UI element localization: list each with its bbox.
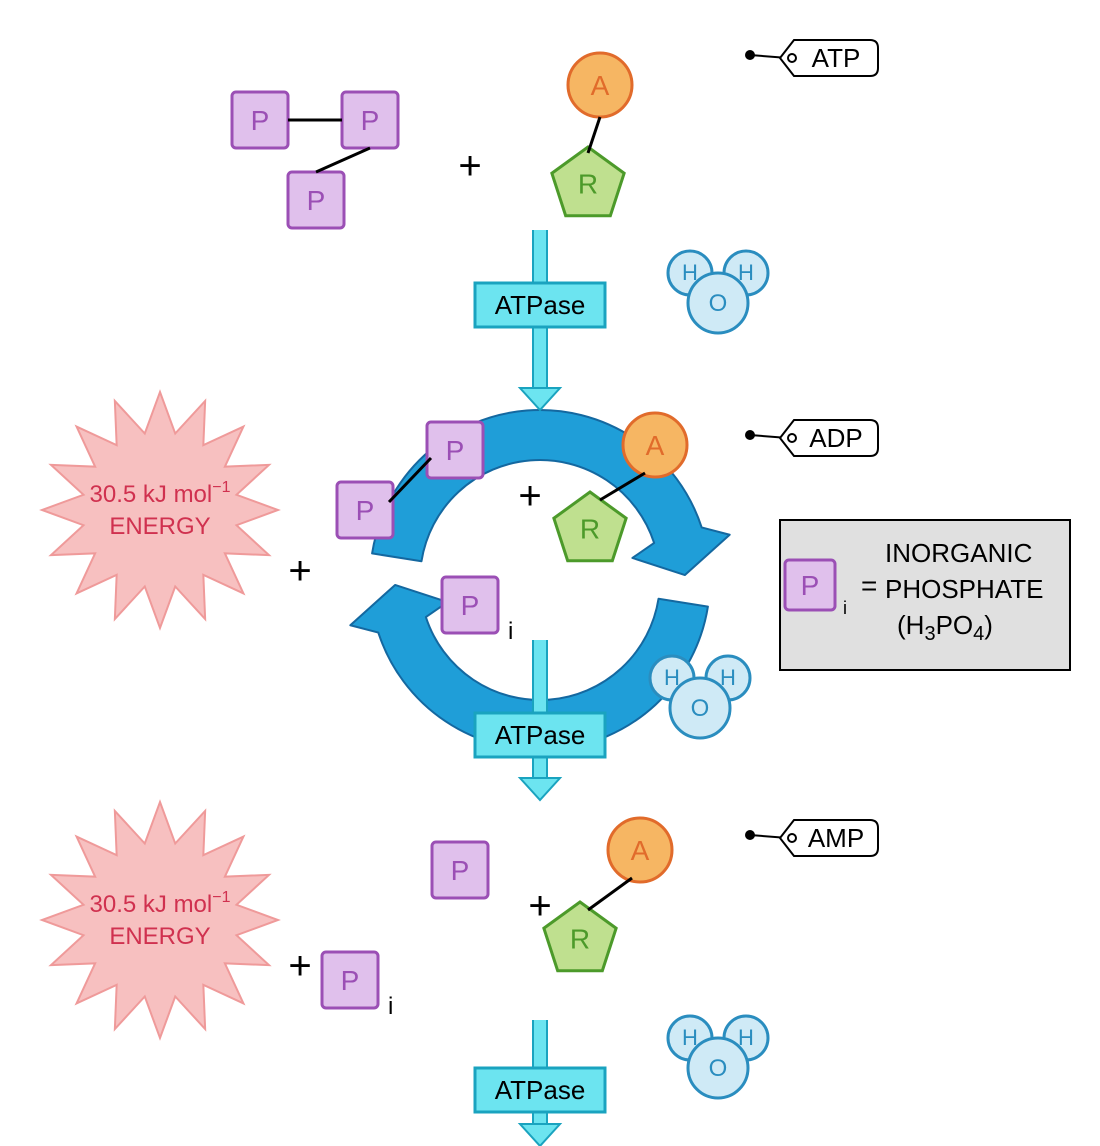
svg-text:P: P: [307, 185, 326, 216]
atp-phosphate-0: P: [232, 92, 288, 148]
atp-phosphate-1: P: [342, 92, 398, 148]
svg-text:O: O: [691, 695, 710, 722]
svg-text:ADP: ADP: [809, 423, 862, 453]
svg-text:ATPase: ATPase: [495, 290, 586, 320]
legend-inorganic-phosphate: Pi=INORGANICPHOSPHATE(H3PO4): [780, 520, 1070, 670]
svg-text:H: H: [738, 260, 754, 285]
svg-text:INORGANIC: INORGANIC: [885, 538, 1032, 568]
tag-atp: ATP: [745, 40, 878, 76]
svg-text:ATPase: ATPase: [495, 1075, 586, 1105]
plus-energy-1: +: [288, 549, 311, 593]
plus-atp: +: [458, 144, 481, 188]
svg-text:A: A: [591, 70, 610, 101]
adp-phosphate-1: P: [427, 422, 483, 478]
svg-text:30.5 kJ mol−1: 30.5 kJ mol−1: [90, 479, 231, 508]
energy-burst-2: 30.5 kJ mol−1 ENERGY: [42, 802, 278, 1038]
svg-text:PHOSPHATE: PHOSPHATE: [885, 574, 1043, 604]
svg-text:H: H: [720, 665, 736, 690]
svg-text:P: P: [451, 855, 470, 886]
svg-text:H: H: [738, 1025, 754, 1050]
water-3: H HO: [668, 1016, 768, 1098]
tag-adp: ADP: [745, 420, 878, 456]
amp-ribose: R: [544, 902, 616, 971]
water-2: H HO: [650, 656, 750, 738]
bond-line: [316, 148, 370, 172]
atpase-arrow-1: ATPase: [475, 230, 605, 410]
svg-text:ENERGY: ENERGY: [109, 513, 210, 540]
svg-text:A: A: [646, 430, 665, 461]
svg-text:=: =: [861, 570, 877, 601]
svg-text:P: P: [251, 105, 270, 136]
atpase-arrow-3: ATPase: [475, 1020, 605, 1146]
atpase-arrow-2: ATPase: [475, 640, 605, 800]
plus-adp: +: [518, 474, 541, 518]
svg-text:i: i: [843, 598, 847, 618]
svg-text:R: R: [578, 168, 598, 199]
svg-text:i: i: [388, 993, 393, 1020]
svg-text:ATPase: ATPase: [495, 720, 586, 750]
svg-text:O: O: [709, 1055, 728, 1082]
plus-amp: +: [528, 884, 551, 928]
svg-text:H: H: [664, 665, 680, 690]
svg-text:P: P: [361, 105, 380, 136]
amp-adenine: A: [608, 818, 672, 882]
bond-line: [588, 117, 600, 153]
svg-text:H: H: [682, 260, 698, 285]
amp-phosphate: P: [432, 842, 488, 898]
svg-text:P: P: [461, 590, 480, 621]
svg-text:A: A: [631, 835, 650, 866]
svg-text:ENERGY: ENERGY: [109, 923, 210, 950]
pi-2: Pi: [322, 952, 393, 1020]
atp-ribose: R: [552, 147, 624, 216]
adp-ribose: R: [554, 492, 626, 561]
svg-text:H: H: [682, 1025, 698, 1050]
svg-text:R: R: [580, 513, 600, 544]
plus-energy-2: +: [288, 944, 311, 988]
adp-adenine: A: [623, 413, 687, 477]
svg-text:AMP: AMP: [808, 823, 864, 853]
svg-text:30.5 kJ mol−1: 30.5 kJ mol−1: [90, 889, 231, 918]
svg-text:i: i: [508, 618, 513, 645]
adp-phosphate-0: P: [337, 482, 393, 538]
svg-text:O: O: [709, 290, 728, 317]
bond-line: [588, 878, 632, 910]
tag-amp: AMP: [745, 820, 878, 856]
svg-text:P: P: [356, 495, 375, 526]
atp-adenine: A: [568, 53, 632, 117]
svg-text:R: R: [570, 923, 590, 954]
svg-text:P: P: [446, 435, 465, 466]
svg-text:P: P: [341, 965, 360, 996]
pi-1: Pi: [442, 577, 513, 645]
energy-burst-1: 30.5 kJ mol−1 ENERGY: [42, 392, 278, 628]
water-1: H HO: [668, 251, 768, 333]
atp-phosphate-2: P: [288, 172, 344, 228]
svg-text:P: P: [801, 570, 820, 601]
svg-text:ATP: ATP: [812, 43, 861, 73]
